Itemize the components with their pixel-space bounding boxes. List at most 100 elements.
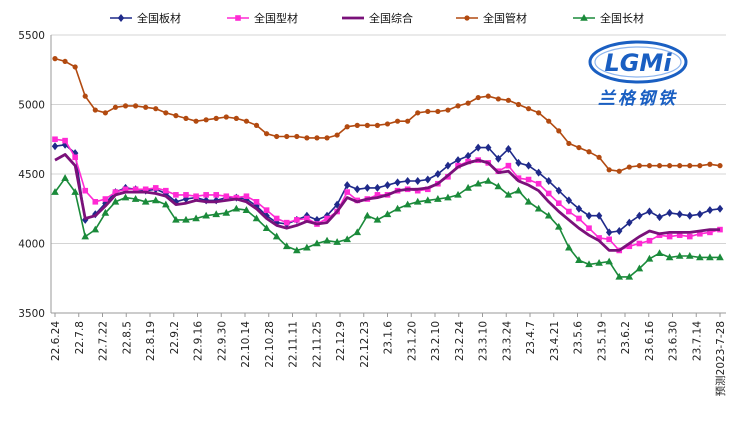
- data-point: [393, 204, 402, 212]
- series-全国综合: [54, 153, 720, 252]
- data-point: [697, 230, 703, 237]
- data-point: [253, 199, 260, 205]
- data-point: [173, 113, 179, 119]
- data-point: [344, 189, 350, 195]
- data-point: [546, 118, 552, 124]
- logo-ellipse-inner: [594, 46, 682, 78]
- data-point: [304, 135, 310, 141]
- data-point: [675, 252, 684, 259]
- data-point: [475, 94, 481, 101]
- data-point: [505, 162, 512, 169]
- data-point: [405, 118, 411, 124]
- x-tick-label: 22.12.9: [335, 321, 347, 361]
- x-tick-label: 22.12.23: [359, 321, 371, 368]
- data-point: [102, 196, 109, 202]
- data-point: [62, 137, 68, 144]
- data-point: [474, 179, 482, 187]
- data-point: [374, 183, 381, 192]
- data-point: [434, 170, 442, 178]
- data-point: [263, 207, 270, 213]
- data-point: [363, 211, 372, 219]
- data-point: [656, 213, 663, 222]
- data-point: [262, 224, 271, 232]
- data-point: [324, 215, 330, 222]
- data-point: [626, 243, 633, 250]
- data-point: [354, 185, 361, 194]
- legend-label: 全国综合: [369, 11, 413, 25]
- data-point: [676, 232, 683, 238]
- data-point: [344, 124, 350, 130]
- data-point: [534, 204, 543, 212]
- data-point: [202, 211, 210, 219]
- data-point: [413, 197, 422, 205]
- data-point: [565, 243, 573, 251]
- data-point: [625, 272, 634, 280]
- legend-item: 全国长材: [573, 11, 644, 25]
- data-point: [172, 215, 180, 223]
- data-point: [374, 192, 381, 198]
- data-point: [484, 176, 493, 184]
- data-point: [485, 143, 492, 152]
- data-point: [183, 115, 189, 121]
- data-point: [646, 163, 653, 169]
- data-point: [586, 225, 592, 232]
- data-point: [666, 208, 673, 217]
- data-point: [525, 176, 532, 183]
- legend-label: 全国长材: [600, 11, 644, 25]
- data-point: [72, 64, 78, 70]
- data-point: [232, 204, 241, 212]
- data-point: [222, 208, 231, 216]
- x-tick-label: 22.9.30: [216, 321, 228, 361]
- x-tick-label: 23.3.24: [501, 321, 513, 361]
- data-point: [566, 140, 572, 147]
- data-point: [596, 154, 602, 160]
- data-point: [52, 136, 58, 143]
- data-point: [424, 175, 432, 184]
- series-line: [54, 153, 720, 252]
- series-group: [51, 56, 724, 280]
- data-point: [707, 229, 713, 236]
- data-point: [444, 193, 452, 201]
- data-point: [535, 168, 542, 177]
- x-axis: 22.6.24 22.7.8 22.7.22 22.8.5 22.8.19 22.9.2 2…: [50, 313, 727, 396]
- data-point: [192, 214, 200, 222]
- data-point: [636, 240, 643, 247]
- data-point: [495, 96, 501, 102]
- data-point: [343, 235, 351, 243]
- x-tick-label: 23.1.6: [383, 321, 395, 355]
- data-point: [636, 211, 643, 220]
- data-point: [112, 189, 119, 195]
- data-point: [465, 100, 471, 106]
- data-point: [445, 107, 451, 113]
- data-point: [464, 151, 472, 160]
- data-point: [183, 192, 189, 198]
- data-point: [323, 236, 331, 244]
- data-point: [554, 222, 563, 230]
- y-tick-label: 3500: [18, 308, 45, 320]
- data-point: [706, 206, 714, 215]
- data-point: [142, 186, 149, 193]
- data-point: [333, 238, 341, 245]
- legend-item: 全国型材: [227, 11, 298, 25]
- logo-text: LGMi: [604, 49, 672, 77]
- data-point: [272, 232, 281, 240]
- data-point: [334, 132, 340, 138]
- data-point: [404, 176, 411, 185]
- x-tick-label: 23.2.10: [430, 321, 442, 361]
- data-point: [62, 58, 68, 65]
- data-point: [544, 211, 553, 219]
- x-tick-label: 22.11.25: [311, 321, 323, 368]
- x-tick-label: 22.9.2: [169, 321, 181, 354]
- data-point: [173, 192, 179, 198]
- data-point: [677, 163, 683, 169]
- data-point: [580, 14, 588, 21]
- data-point: [687, 163, 693, 169]
- data-point: [303, 243, 311, 251]
- data-point: [414, 176, 421, 185]
- data-point: [52, 56, 58, 62]
- data-point: [455, 103, 461, 109]
- x-tick-label: 23.6.16: [644, 321, 656, 361]
- x-tick-label: 22.9.16: [193, 321, 205, 361]
- x-tick-label: 22.10.14: [240, 321, 252, 368]
- data-point: [233, 115, 239, 121]
